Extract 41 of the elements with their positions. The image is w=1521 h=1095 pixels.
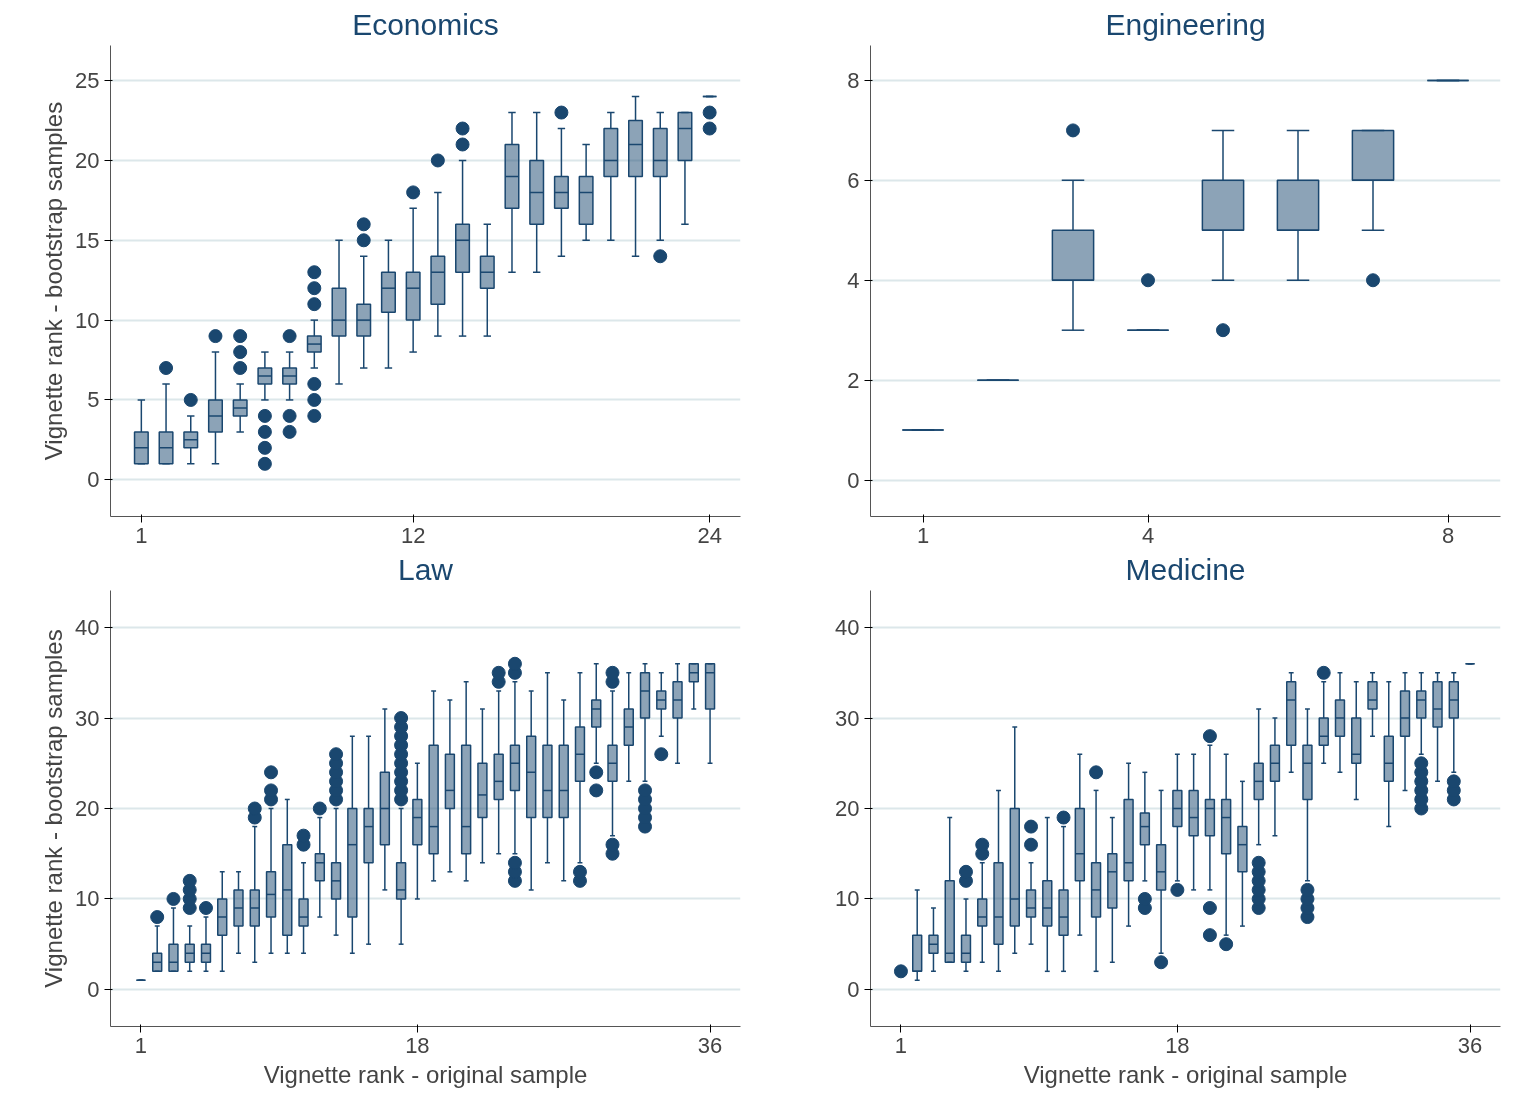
y-tick-label: 25 (75, 68, 100, 94)
chart-title: Engineering (1105, 7, 1266, 41)
y-tick-label: 20 (835, 796, 860, 821)
x-axis-title: Vignette rank - original sample (263, 1060, 588, 1088)
y-tick-label: 30 (75, 705, 100, 731)
x-tick-label: 18 (1165, 1032, 1190, 1058)
chart-title: Law (397, 552, 454, 586)
y-tick-label: 0 (87, 976, 100, 1002)
x-tick-label: 1 (134, 1032, 148, 1058)
y-tick-label: 10 (75, 886, 100, 912)
y-tick-label: 10 (75, 307, 100, 333)
y-axis-title: Vignette rank - bootstrap samples (40, 629, 68, 988)
y-axis-title: Vignette rank - bootstrap samples (40, 101, 68, 461)
y-tick-label: 20 (75, 147, 100, 173)
y-tick-label: 5 (87, 387, 100, 413)
y-tick-label: 8 (847, 67, 860, 93)
chart-title: Medicine (1125, 552, 1246, 586)
y-tick-label: 20 (75, 796, 100, 821)
x-tick-label: 1 (916, 522, 930, 548)
y-tick-label: 40 (75, 615, 100, 641)
y-tick-label: 15 (75, 227, 100, 253)
y-tick-label: 0 (847, 467, 860, 493)
x-tick-label: 36 (697, 1032, 723, 1058)
y-tick-label: 0 (847, 976, 860, 1002)
x-axis-title: Vignette rank - original sample (1023, 1060, 1348, 1088)
y-tick-label: 30 (835, 705, 860, 731)
x-tick-label: 8 (1441, 522, 1455, 548)
x-tick-label: 1 (135, 522, 148, 548)
x-tick-label: 18 (405, 1032, 430, 1058)
y-tick-label: 6 (847, 167, 860, 193)
x-tick-label: 1 (894, 1032, 908, 1058)
x-tick-label: 12 (400, 522, 426, 548)
x-tick-label: 24 (697, 522, 722, 548)
y-tick-label: 40 (835, 615, 860, 641)
y-tick-label: 10 (835, 886, 860, 912)
chart-title: Economics (352, 7, 499, 41)
x-tick-label: 4 (1141, 522, 1155, 548)
y-tick-label: 2 (847, 367, 860, 393)
x-tick-label: 36 (1457, 1032, 1483, 1058)
y-tick-label: 4 (847, 267, 860, 293)
y-tick-label: 0 (87, 467, 100, 493)
